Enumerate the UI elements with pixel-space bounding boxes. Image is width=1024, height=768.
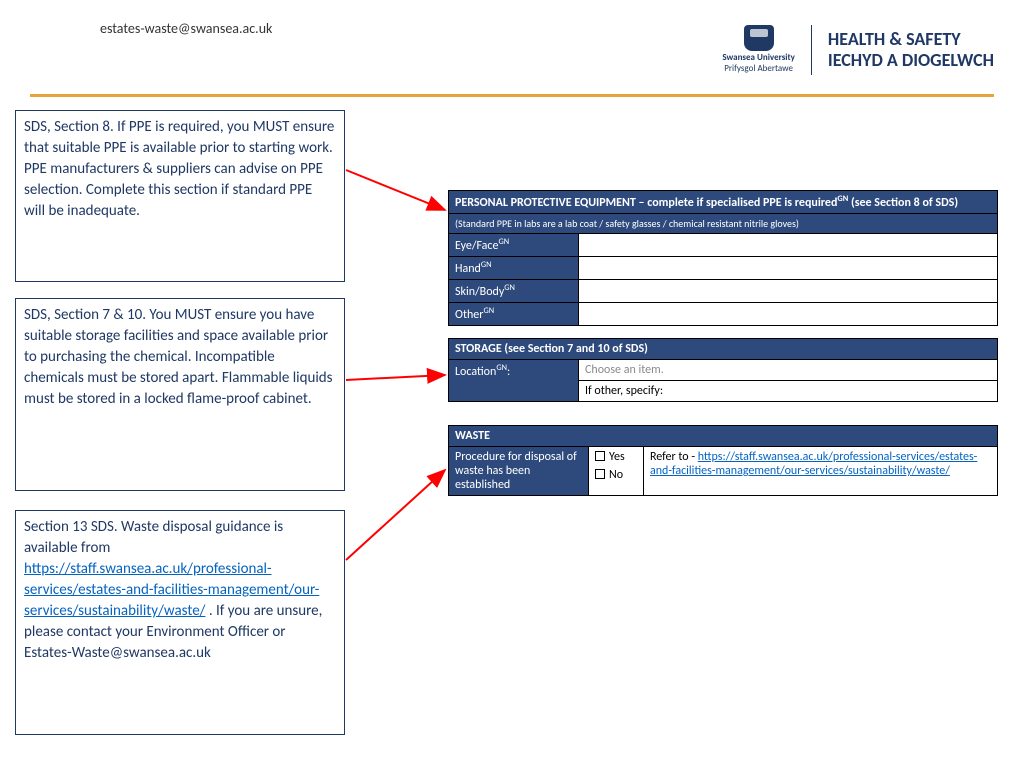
note-waste-pre: Section 13 SDS. Waste disposal guidance … [24, 518, 283, 557]
header-divider [811, 25, 812, 75]
ppe-subnote: (Standard PPE in labs are a lab coat / s… [449, 214, 998, 234]
ppe-hand-value[interactable] [579, 257, 998, 280]
ppe-eyeface-value[interactable] [579, 234, 998, 257]
header-title: HEALTH & SAFETY IECHYD A DIOGELWCH [828, 29, 994, 70]
storage-location-select[interactable]: Choose an item. [579, 360, 998, 381]
ppe-other-value[interactable] [579, 303, 998, 326]
arrow-storage [346, 375, 445, 380]
note-storage: SDS, Section 7 & 10. You MUST ensure you… [15, 298, 345, 491]
waste-header: WASTE [449, 426, 998, 447]
checkbox-no[interactable] [595, 469, 605, 479]
waste-proc-label: Procedure for disposal of waste has been… [449, 447, 589, 496]
crest-icon [744, 25, 774, 51]
ppe-hand-label: HandGN [449, 257, 579, 280]
orange-rule [30, 94, 994, 97]
waste-table: WASTE Procedure for disposal of waste ha… [448, 425, 998, 496]
storage-header: STORAGE (see Section 7 and 10 of SDS) [449, 339, 998, 360]
note-ppe: SDS, Section 8. If PPE is required, you … [15, 110, 345, 282]
ppe-skinbody-label: Skin/BodyGN [449, 280, 579, 303]
ppe-other-label: OtherGN [449, 303, 579, 326]
storage-location-label: LocationGN: [449, 360, 579, 402]
storage-ifother[interactable]: If other, specify: [579, 381, 998, 402]
arrow-waste [346, 470, 445, 560]
ppe-header: PERSONAL PROTECTIVE EQUIPMENT – complete… [449, 191, 998, 214]
university-logo: Swansea University Prifysgol Abertawe [722, 25, 795, 75]
waste-refer: Refer to - https://staff.swansea.ac.uk/p… [644, 447, 998, 496]
ppe-skinbody-value[interactable] [579, 280, 998, 303]
ppe-eyeface-label: Eye/FaceGN [449, 234, 579, 257]
logo-text-2: Prifysgol Abertawe [722, 64, 795, 75]
ppe-table: PERSONAL PROTECTIVE EQUIPMENT – complete… [448, 190, 998, 326]
waste-refer-link[interactable]: https://staff.swansea.ac.uk/professional… [650, 450, 977, 478]
storage-table: STORAGE (see Section 7 and 10 of SDS) Lo… [448, 338, 998, 402]
header-email: estates-waste@swansea.ac.uk [100, 20, 272, 37]
waste-yesno[interactable]: Yes No [589, 447, 644, 496]
note-waste: Section 13 SDS. Waste disposal guidance … [15, 510, 345, 735]
header-block: Swansea University Prifysgol Abertawe HE… [722, 25, 994, 75]
checkbox-yes[interactable] [595, 451, 605, 461]
arrow-ppe [346, 170, 445, 210]
